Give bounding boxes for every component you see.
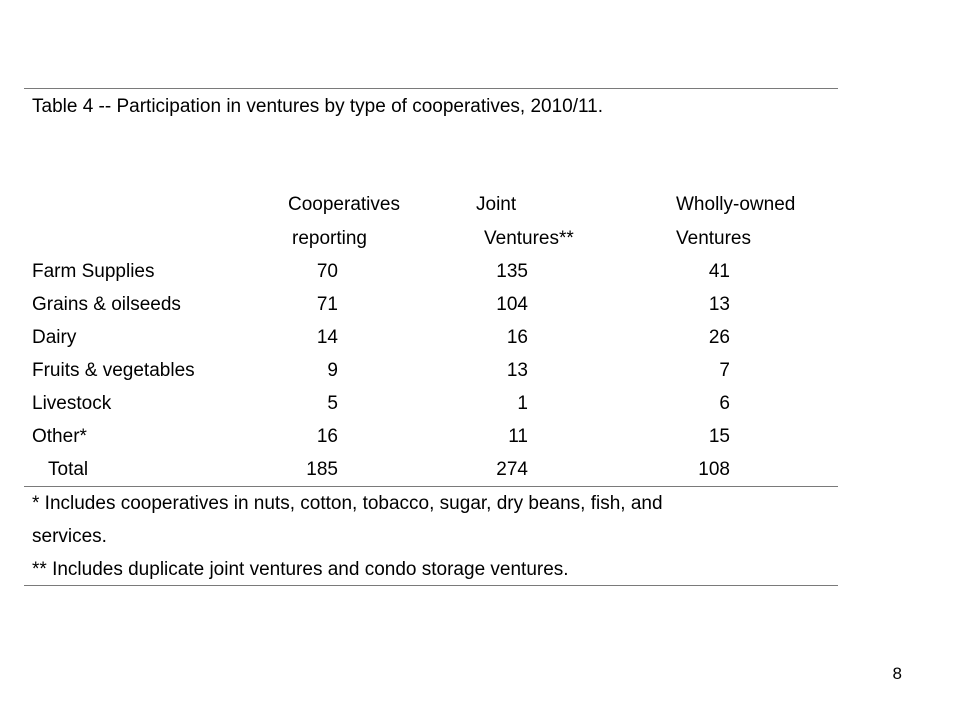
top-rule: [24, 88, 838, 89]
footnote-2: ** Includes duplicate joint ventures and…: [32, 559, 569, 580]
row-label-dairy: Dairy: [32, 327, 77, 348]
cell-livestock-wholly-owned: 6: [719, 393, 730, 414]
page-number: 8: [892, 664, 902, 683]
cell-fruits-vegetables-joint: 13: [506, 360, 528, 381]
cell-farm-supplies-cooperatives: 70: [316, 261, 338, 282]
bottom-rule: [24, 585, 838, 586]
cell-other-wholly-owned: 15: [708, 426, 730, 447]
cell-grains-oilseeds-wholly-owned: 13: [708, 294, 730, 315]
middle-rule: [24, 486, 838, 487]
header-wholly-owned-line1: Wholly-owned: [676, 194, 796, 215]
row-label-grains-oilseeds: Grains & oilseeds: [32, 294, 181, 315]
footnote-1-continued: services.: [32, 526, 107, 547]
header-joint-line2: Ventures**: [484, 228, 574, 249]
cell-dairy-wholly-owned: 26: [708, 327, 730, 348]
cell-livestock-cooperatives: 5: [327, 393, 338, 414]
cell-grains-oilseeds-cooperatives: 71: [316, 294, 338, 315]
cell-fruits-vegetables-wholly-owned: 7: [719, 360, 730, 381]
header-cooperatives-line2: reporting: [292, 228, 367, 249]
cell-livestock-joint: 1: [517, 393, 528, 414]
header-cooperatives-line1: Cooperatives: [288, 194, 400, 215]
row-label-other: Other*: [32, 426, 87, 447]
cell-fruits-vegetables-cooperatives: 9: [327, 360, 338, 381]
cell-total-wholly-owned: 108: [698, 459, 730, 480]
cell-total-joint: 274: [496, 459, 528, 480]
cell-other-cooperatives: 16: [316, 426, 338, 447]
row-label-farm-supplies: Farm Supplies: [32, 261, 155, 282]
header-joint-line1: Joint: [476, 194, 517, 215]
cell-dairy-joint: 16: [506, 327, 528, 348]
cell-total-cooperatives: 185: [306, 459, 338, 480]
header-wholly-owned-line2: Ventures: [676, 228, 751, 249]
row-label-fruits-vegetables: Fruits & vegetables: [32, 360, 195, 381]
cell-farm-supplies-joint: 135: [496, 261, 528, 282]
cell-grains-oilseeds-joint: 104: [496, 294, 528, 315]
cell-dairy-cooperatives: 14: [316, 327, 338, 348]
row-label-livestock: Livestock: [32, 393, 112, 414]
table-title: Table 4 -- Participation in ventures by …: [32, 96, 604, 117]
footnote-1: * Includes cooperatives in nuts, cotton,…: [32, 493, 663, 514]
row-label-total: Total: [48, 459, 89, 480]
cell-farm-supplies-wholly-owned: 41: [708, 261, 730, 282]
cell-other-joint: 11: [508, 426, 528, 447]
